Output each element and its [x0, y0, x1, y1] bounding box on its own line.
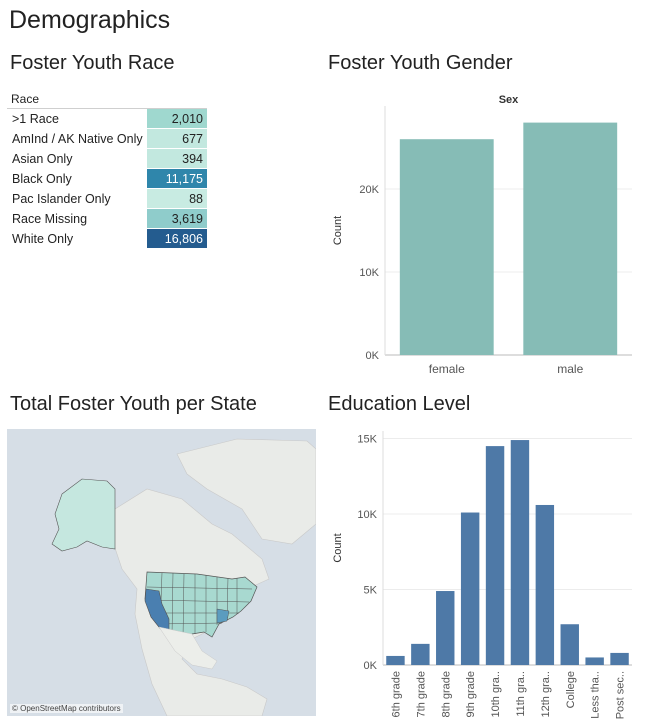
race-count: 2,010 [147, 109, 207, 128]
state-map[interactable]: © OpenStreetMap contributors [7, 429, 316, 716]
race-row[interactable]: Pac Islander Only 88 [7, 189, 207, 209]
gender-section-title: Foster Youth Gender [328, 52, 513, 74]
race-row[interactable]: Black Only 11,175 [7, 169, 207, 189]
y-tick-label: 0K [364, 660, 378, 672]
y-tick-label: 10K [357, 509, 377, 521]
bar [460, 512, 480, 665]
alaska [51, 478, 116, 552]
map-canvas[interactable] [7, 429, 316, 716]
bar [585, 657, 604, 665]
bar [436, 591, 455, 665]
x-tick-label: 9th grade [465, 671, 477, 717]
y-tick-label: 20K [359, 184, 379, 196]
bar [399, 139, 494, 355]
race-label: Pac Islander Only [12, 192, 111, 206]
mexico-landmass [158, 626, 218, 670]
bar [610, 652, 629, 665]
race-row[interactable]: AmInd / AK Native Only 677 [7, 129, 207, 149]
bar [485, 446, 505, 665]
x-tick-label: Less tha.. [590, 671, 602, 719]
race-count: 16,806 [147, 229, 207, 248]
bar [560, 624, 579, 665]
race-count: 88 [147, 189, 207, 208]
y-tick-label: 0K [366, 350, 380, 362]
race-section-title: Foster Youth Race [10, 52, 175, 74]
x-tick-label: male [557, 362, 583, 376]
x-tick-label: 7th grade [415, 671, 427, 717]
map-attribution[interactable]: © OpenStreetMap contributors [10, 704, 123, 713]
state-highlight-east [216, 608, 230, 624]
x-tick-label: 6th grade [390, 671, 402, 717]
bar [535, 504, 555, 665]
x-tick-label: 12th gra.. [540, 671, 552, 717]
race-row[interactable]: >1 Race 2,010 [7, 109, 207, 129]
race-table-header: Race [7, 91, 207, 109]
race-label: Race Missing [12, 212, 88, 226]
x-tick-label: College [565, 671, 577, 708]
race-label: AmInd / AK Native Only [12, 132, 143, 146]
bar [510, 440, 530, 665]
gender-chart: Sex 0K 10K 20K Count female male [332, 94, 632, 376]
bar [411, 643, 430, 665]
y-tick-label: 5K [364, 585, 378, 597]
bar [523, 122, 618, 355]
race-count: 3,619 [147, 209, 207, 228]
race-label: White Only [12, 232, 74, 246]
race-table: Race >1 Race 2,010 AmInd / AK Native Only 6… [7, 91, 207, 249]
greenland-landmass [176, 438, 316, 545]
bar [386, 655, 405, 665]
education-section-title: Education Level [328, 393, 471, 415]
y-axis-label: Count [332, 533, 344, 562]
race-row[interactable]: Asian Only 394 [7, 149, 207, 169]
x-tick-label: Post sec.. [615, 671, 627, 719]
race-row[interactable]: White Only 16,806 [7, 229, 207, 249]
y-tick-label: 10K [359, 267, 379, 279]
y-tick-label: 15K [357, 434, 377, 446]
x-tick-label: female [429, 362, 465, 376]
x-tick-label: 8th grade [440, 671, 452, 717]
chart-title: Sex [499, 94, 519, 106]
y-axis-label: Count [332, 216, 344, 245]
race-label: Asian Only [12, 152, 73, 166]
race-row[interactable]: Race Missing 3,619 [7, 209, 207, 229]
x-tick-label: 11th gra.. [515, 671, 527, 717]
x-tick-label: 10th gra.. [490, 671, 502, 717]
page-title: Demographics [9, 6, 171, 34]
education-chart: 0K 5K 10K 15K Count 6th grade 7th grade 8th gra… [332, 431, 632, 719]
race-count: 394 [147, 149, 207, 168]
race-count: 11,175 [147, 169, 207, 188]
race-label: >1 Race [12, 112, 59, 126]
race-label: Black Only [12, 172, 72, 186]
race-count: 677 [147, 129, 207, 148]
state-section-title: Total Foster Youth per State [10, 393, 257, 415]
